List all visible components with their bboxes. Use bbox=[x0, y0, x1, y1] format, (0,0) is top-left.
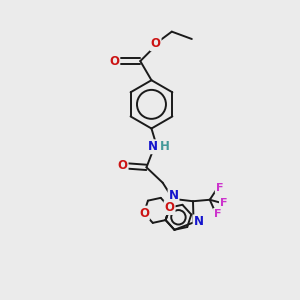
Text: H: H bbox=[160, 140, 170, 153]
Text: O: O bbox=[165, 201, 175, 214]
Text: O: O bbox=[110, 55, 119, 68]
Text: N: N bbox=[194, 215, 204, 228]
Text: N: N bbox=[169, 189, 178, 203]
Text: F: F bbox=[214, 209, 221, 219]
Text: F: F bbox=[216, 183, 223, 193]
Text: O: O bbox=[151, 37, 160, 50]
Text: F: F bbox=[220, 198, 227, 208]
Text: O: O bbox=[118, 159, 128, 172]
Text: O: O bbox=[139, 207, 149, 220]
Text: N: N bbox=[148, 140, 158, 153]
